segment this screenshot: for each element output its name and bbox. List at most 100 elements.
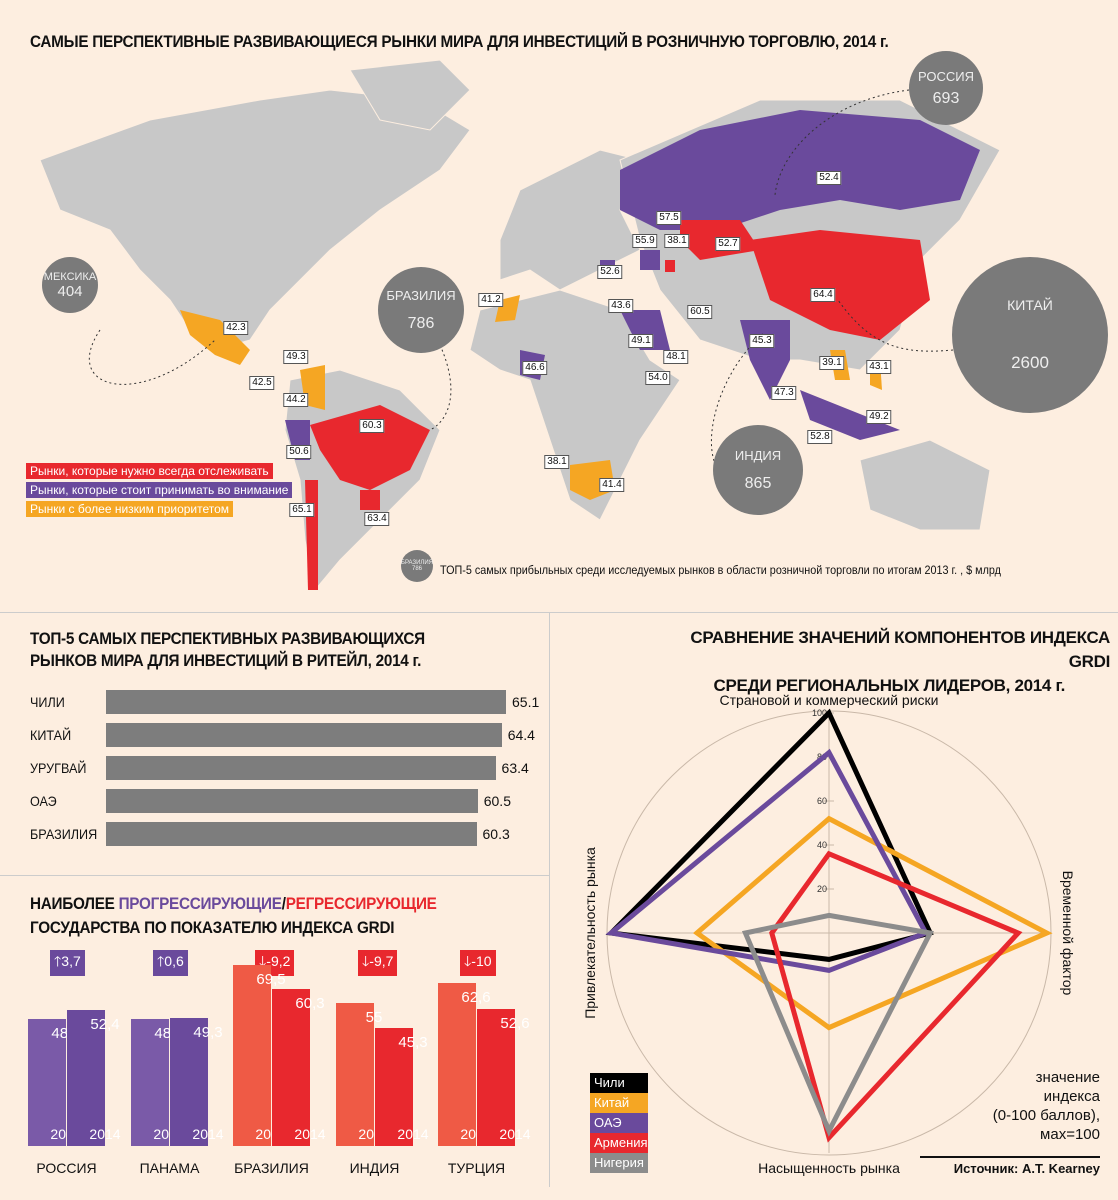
map-label: 65.1 [289,503,315,517]
bar-value: 52,6 [500,1015,530,1033]
bubble-value: 786 [407,314,435,332]
title-line: ГОСУДАРСТВА ПО ПОКАЗАТЕЛЮ ИНДЕКСА GRDI [30,918,395,937]
country-label: ИНДИЯ [349,1160,400,1176]
change-value: -9,2 [266,953,291,969]
bubble-value: 2600 [1011,353,1049,372]
bubble-china: КИТАЙ 2600 [952,257,1108,413]
title-part-regressive: РЕГРЕССИРУЮЩИЕ [285,894,437,913]
title-line: СРЕДИ РЕГИОНАЛЬНЫХ ЛИДЕРОВ, 2014 г. [713,676,1066,695]
bubble-value: 786 [411,566,422,572]
legend-china: Китай [590,1093,648,1113]
arrow-down-icon: 🡓 [464,953,472,969]
bubble-brazil: БРАЗИЛИЯ 786 [378,267,464,353]
title-part: НАИБОЛЕЕ [30,894,119,913]
map-label: 63.4 [364,512,390,526]
grdi-group: 🡓-9,2 69,5 2013 60,3 2014 БРАЗИЛИЯ [233,950,349,1176]
bar-value: 52,4 [90,1015,120,1033]
map-label: 43.1 [866,360,892,374]
map-label: 38.1 [664,234,690,248]
bubble-name: МЕКСИКА [43,270,97,283]
map-label: 46.6 [522,361,548,375]
bubble-name: БРАЗИЛИЯ [386,287,456,303]
bar-row: ОАЭ 60.5 [30,789,511,813]
change-badge: 🡑3,7 [50,950,85,976]
map-label: 54.0 [645,371,671,385]
bar-value: 49,3 [193,1023,223,1041]
map-label: 47.3 [771,386,797,400]
title-line: СРАВНЕНИЕ ЗНАЧЕНИЙ КОМПОНЕНТОВ ИНДЕКСА G… [690,628,1110,671]
bubble-name: РОССИЯ [917,68,974,84]
bar-2013: 69,5 2013 [233,965,287,1146]
bar-value: 55 [365,1009,383,1026]
change-badge: 🡓-9,7 [358,950,398,976]
change-value: 3,7 [61,953,81,969]
map-label: 52.4 [816,171,842,185]
radar-tick-label: 100 [812,708,827,718]
bubble-mexico: МЕКСИКА 404 [42,257,98,313]
bar-row: ЧИЛИ 65.1 [30,690,539,714]
bar-2013: 48,7 2013 [131,1019,185,1146]
greenland [349,60,471,131]
bar-value: 60.3 [482,826,510,842]
bar-value: 65.1 [512,694,540,710]
bar-2013: 48,7 2013 [28,1019,82,1146]
bubble-value: 865 [744,474,772,492]
bar-2014: 52,4 2014 [67,1009,121,1146]
year-label: 2014 [397,1126,429,1142]
bar-value: 64.4 [507,727,535,743]
bubble-legend-text: ТОП-5 самых прибыльных среди исследуемых… [440,563,1001,577]
radar-legend: Чили Китай ОАЭ Армения Нигерия [590,1073,648,1173]
change-badge: 🡓-10 [460,950,496,976]
radar-axis-label: Насыщенность рынка [758,1160,900,1176]
page-title: САМЫЕ ПЕРСПЕКТИВНЫЕ РАЗВИВАЮЩИЕСЯ РЫНКИ … [30,32,889,51]
radar-axis-label: Страновой и коммерческий риски [720,692,939,708]
grdi-group: 🡓-10 62,6 2013 52,6 2014 ТУРЦИЯ [438,950,554,1176]
map-label: 39.1 [819,356,845,370]
radar-tick-label: 20 [817,884,827,894]
bar-2013: 62,6 2013 [438,983,492,1146]
legend-armenia: Армения [590,1133,648,1153]
map-label: 50.6 [286,445,312,459]
map-label: 52.8 [807,430,833,444]
radar-series-Чили [605,708,934,962]
bar-value: 69,5 [256,971,286,989]
map-label: 64.4 [810,288,836,302]
map-label: 43.6 [608,299,634,313]
top5-title: ТОП-5 САМЫХ ПЕРСПЕКТИВНЫХ РАЗВИВАЮЩИХСЯ … [30,628,425,672]
map-label: 44.2 [283,393,309,407]
bubble-russia: РОССИЯ 693 [909,51,983,125]
bar-category: ОАЭ [30,793,57,809]
note-line: (0-100 баллов), [992,1107,1100,1124]
map-label: 49.2 [866,410,892,424]
grdi-change-title: НАИБОЛЕЕ ПРОГРЕССИРУЮЩИЕ/РЕГРЕССИРУЮЩИЕ … [30,892,437,940]
arrow-down-icon: 🡓 [362,953,370,969]
grdi-group: 🡑0,6 48,7 2013 49,3 2014 ПАНАМА [131,950,247,1176]
note-line: значение [1035,1069,1100,1086]
radar-series-Китай [692,815,1053,1031]
map-label: 45.3 [749,334,775,348]
country-label: ПАНАМА [139,1160,200,1176]
year-label: 2014 [192,1126,224,1142]
radar-series-Нигерия [741,912,934,1137]
legend-uae: ОАЭ [590,1113,648,1133]
bar-2013: 55 2013 [336,1003,390,1146]
title-part: / [281,894,286,913]
radar-note: значение индекса (0-100 баллов), мах=100 [993,1068,1100,1144]
radar-series-ОАЭ [605,748,930,973]
arrow-up-icon: 🡑 [157,953,165,969]
bar-row: БРАЗИЛИЯ 60.3 [30,822,510,846]
map-label: 60.3 [359,419,385,433]
australia [859,439,991,531]
map-label: 49.3 [283,350,309,364]
year-label: 2014 [499,1126,531,1142]
bar [106,690,506,714]
bar [106,723,502,747]
bar-2014: 49,3 2014 [170,1017,224,1146]
map-label: 60.5 [687,305,713,319]
bar [106,822,477,846]
bar-category: УРУГВАЙ [30,760,87,776]
title-line: РЫНКОВ МИРА ДЛЯ ИНВЕСТИЦИЙ В РИТЕЙЛ, 201… [30,651,422,670]
bar [106,756,496,780]
radar-axis-label: Временной фактор [1060,871,1076,996]
country-label: ТУРЦИЯ [447,1160,506,1176]
